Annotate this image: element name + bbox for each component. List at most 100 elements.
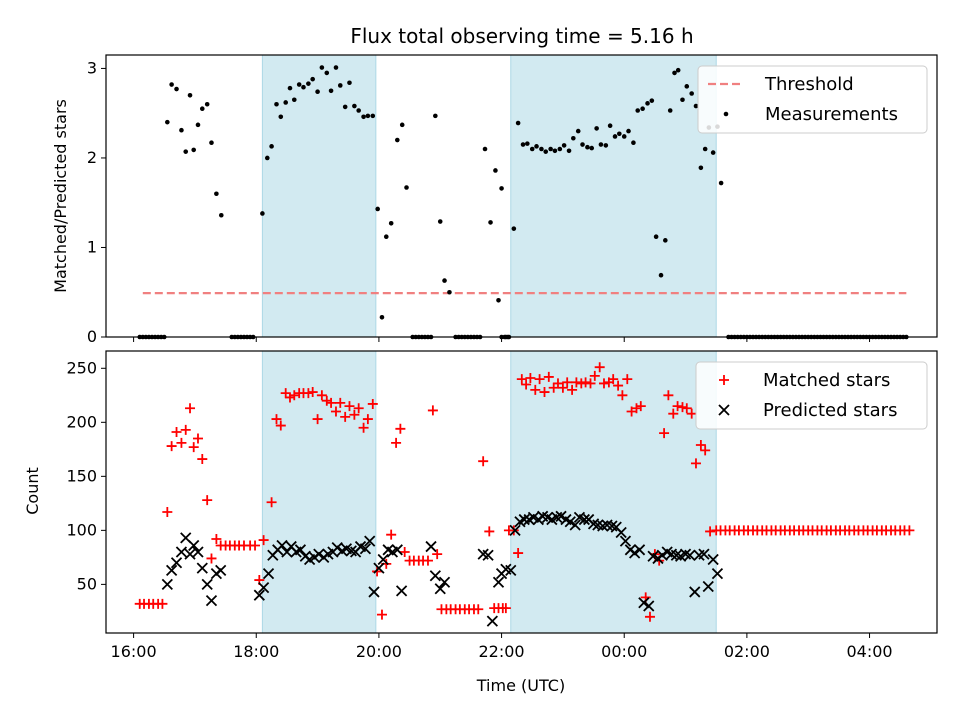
matched-star-point [557,382,568,393]
predicted-star-point [201,578,213,591]
matched-star-point [617,390,628,401]
matched-star-point [432,549,443,560]
ratio-legend: Threshold Measurements [697,65,928,134]
x-tick-label: 02:00 [724,642,770,661]
matched-star-point [668,408,679,419]
count-y-tick-label: 150 [66,466,97,485]
predicted-star-point [643,600,655,612]
measurement-point [612,134,618,139]
measurement-point [529,146,535,152]
measurement-point [337,83,343,88]
count-y-tick-label: 100 [66,520,97,539]
measurement-point [649,98,655,103]
measurement-point [199,106,205,112]
matched-star-point [677,402,688,413]
ratio-shaded-interval-0 [261,54,377,338]
matched-star-point [562,377,573,388]
measurement-point [525,141,530,146]
matched-star-point [534,374,545,385]
measurement-point [324,70,330,76]
measurement-point [447,289,452,295]
x-tick-label: 00:00 [601,642,647,661]
measurement-point [174,86,179,92]
predicted-star-point [689,586,701,598]
predicted-star-point [702,580,714,593]
measurement-point [375,206,380,212]
matched-star-point [330,406,341,417]
matched-star-point [622,374,633,385]
predicted-star-point [629,547,641,559]
measurement-point [667,108,673,113]
measurement-point [399,122,405,128]
measurement-point [645,101,650,106]
predicted-star-point [679,548,692,560]
measurement-point [534,144,539,149]
matched-star-point [326,397,337,408]
matched-star-point [659,428,670,439]
predicted-star-point [482,549,494,561]
predicted-star-point [257,581,270,594]
predicted-star-point [492,576,505,588]
matched-star-point [157,598,168,609]
measurement-point [361,114,366,120]
ratio-shaded-interval-1 [510,54,717,338]
predicted-star-point [670,549,682,561]
matched-star-point [513,548,524,559]
measurement-point [663,238,668,243]
predicted-star-point [555,510,567,522]
measurement-point [310,76,315,82]
measurement-point [684,84,690,89]
predicted-star-point [707,553,719,566]
measurement-point [179,127,184,133]
predicted-star-point [345,545,357,557]
matched-star-point [211,534,222,544]
matched-star-point [635,401,646,412]
predicted-star-point [188,539,200,552]
matched-star-point [695,440,706,450]
predicted-star-point [165,564,178,576]
matched-star-point [681,403,692,414]
matched-star-point [316,390,327,401]
matched-star-point [613,380,624,391]
predicted-star-point [429,570,441,582]
measurement-point [404,185,409,190]
predicted-star-point [395,585,408,597]
measurement-point [274,101,279,107]
matched-star-point [166,441,177,452]
matched-star-point [340,411,351,422]
count-y-axis-label: Count [23,467,42,515]
predicted-star-point [391,544,403,556]
matched-star-point [250,540,261,551]
predicted-star-point [294,544,307,556]
measurement-point [488,220,493,225]
predicted-star-point [615,526,627,539]
matched-star-point [700,445,711,456]
predicted-star-point [656,549,668,561]
measurement-point [333,65,339,70]
matched-star-point [663,390,674,401]
matched-star-point [176,437,187,448]
predicted-star-point [359,543,372,555]
matched-star-point [303,388,314,399]
measurement-point [433,113,438,119]
measurement-point [278,114,284,120]
predicted-star-point [578,513,590,526]
measurement-point [191,147,196,153]
predicted-star-point [377,553,389,566]
predicted-star-point [262,567,275,580]
matched-star-point [197,454,208,465]
count-legend: Matched stars Predicted stars [695,361,928,430]
measurement-point [287,85,293,91]
ratio-y-tick-label: 0 [87,327,97,346]
measurement-point [347,80,352,86]
measurement-point [621,134,627,139]
measurement-point [165,119,170,125]
matched-star-point [539,387,550,398]
measurement-point [342,104,348,110]
matched-star-point [171,427,182,438]
measurement-point [296,82,302,87]
predicted-star-point [175,546,188,558]
measurement-point [617,131,622,137]
measurement-point [539,146,544,152]
measurement-point [328,88,334,94]
